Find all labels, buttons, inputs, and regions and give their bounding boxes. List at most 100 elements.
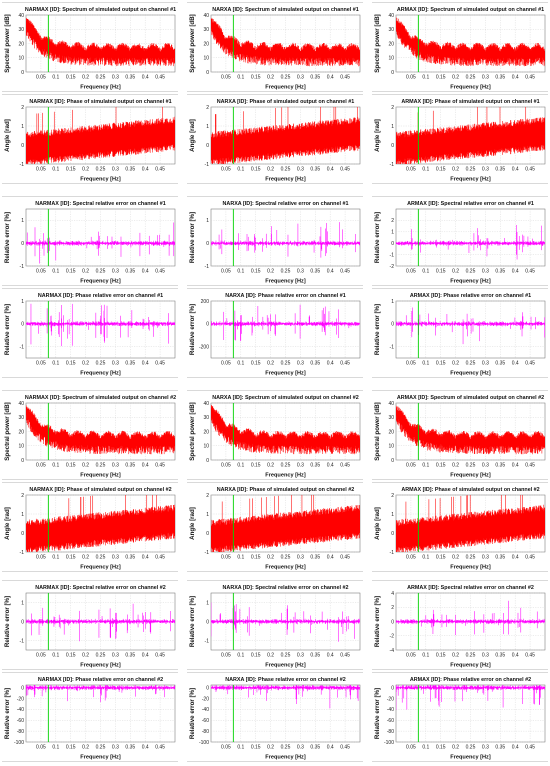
x-tick-label: 0.15	[251, 555, 261, 561]
chart-svg: NARXA [ID]: Spectral relative error on c…	[189, 201, 361, 285]
chart-svg: ARMAX [ID]: Spectral relative error on c…	[374, 201, 546, 285]
series-trace	[396, 224, 545, 260]
chart-panel: NARXA [ID]: Phase of simulated output on…	[187, 94, 363, 184]
x-tick-label: 0.1	[52, 555, 59, 561]
x-tick-label: 0.2	[82, 745, 89, 751]
x-tick-label: 0.05	[36, 361, 46, 367]
y-tick-label: 10	[388, 444, 394, 450]
y-tick-label: -1	[390, 550, 395, 556]
x-tick-label: 0.3	[297, 269, 304, 275]
y-tick-label: 1	[391, 299, 394, 305]
x-tick-label: 0.3	[297, 745, 304, 751]
y-tick-label: 20	[388, 429, 394, 435]
x-tick-label: 0.4	[512, 555, 519, 561]
x-tick-label: 0.2	[452, 269, 459, 275]
y-tick-label: 2	[21, 493, 24, 499]
x-tick-label: 0.05	[36, 167, 46, 173]
y-axis-label: Angle [rad]	[4, 119, 11, 152]
x-tick-label: 0.1	[422, 167, 429, 173]
chart-svg: NARXA [ID]: Phase of simulated output on…	[189, 487, 361, 571]
y-axis-label: Relative error [%]	[4, 304, 11, 355]
chart-svg: NARMAX [ID]: Phase of simulated output o…	[4, 99, 176, 183]
chart-panel: NARMAX [ID]: Spectral relative error on …	[2, 580, 178, 670]
x-tick-label: 0.2	[82, 269, 89, 275]
series-trace	[211, 495, 360, 552]
x-tick-label: 0.05	[406, 361, 416, 367]
x-tick-label: 0.45	[155, 167, 165, 173]
x-tick-label: 0.15	[66, 463, 76, 469]
x-axis-label: Frequency [Hz]	[80, 177, 121, 183]
y-tick-label: -1	[205, 162, 210, 168]
x-tick-label: 0.1	[237, 269, 244, 275]
x-tick-label: 0.15	[66, 653, 76, 659]
x-axis-label: Frequency [Hz]	[450, 279, 491, 285]
x-tick-label: 0.25	[466, 361, 476, 367]
series-trace	[396, 307, 545, 345]
x-tick-label: 0.35	[495, 463, 505, 469]
x-tick-label: 0.05	[221, 653, 231, 659]
x-tick-label: 0.35	[495, 167, 505, 173]
x-tick-label: 0.45	[155, 745, 165, 751]
chart-svg: NARMAX [ID]: Phase relative error on cha…	[4, 677, 176, 761]
series-trace	[211, 404, 360, 455]
x-tick-label: 0.15	[436, 167, 446, 173]
series-trace	[211, 107, 360, 164]
y-tick-label: 0	[206, 241, 209, 247]
x-tick-label: 0.2	[452, 167, 459, 173]
y-tick-label: 0	[206, 70, 209, 76]
chart-title: ARMAX [ID]: Spectrum of simulated output…	[397, 7, 544, 13]
x-tick-label: 0.05	[221, 555, 231, 561]
y-tick-label: 20	[388, 41, 394, 47]
series-trace	[26, 685, 175, 703]
y-tick-label: -1	[20, 550, 25, 556]
x-tick-label: 0.3	[112, 555, 119, 561]
x-tick-label: 0.25	[96, 269, 106, 275]
x-tick-label: 0.05	[406, 167, 416, 173]
y-tick-label: -80	[387, 729, 394, 735]
chart-title: NARMAX [ID]: Phase relative error on cha…	[38, 293, 163, 299]
x-tick-label: 0.25	[281, 653, 291, 659]
y-tick-label: 0	[391, 241, 394, 247]
x-tick-label: 0.15	[251, 269, 261, 275]
chart-title: NARXA [ID]: Spectral relative error on c…	[223, 585, 349, 591]
y-tick-label: -80	[202, 729, 209, 735]
chart-svg: ARMAX [ID]: Phase relative error on chan…	[374, 677, 546, 761]
y-tick-label: -40	[202, 707, 209, 713]
x-tick-label: 0.15	[66, 167, 76, 173]
x-tick-label: 0.35	[310, 745, 320, 751]
chart-svg: NARMAX [ID]: Phase relative error on cha…	[4, 293, 176, 377]
x-tick-label: 0.2	[267, 75, 274, 81]
y-tick-label: -1	[20, 344, 25, 350]
x-tick-label: 0.3	[112, 463, 119, 469]
chart-panel: ARMAX [ID]: Spectrum of simulated output…	[372, 390, 548, 480]
x-tick-label: 0.2	[82, 361, 89, 367]
chart-svg: ARMAX [ID]: Phase of simulated output on…	[374, 99, 546, 183]
x-tick-label: 0.35	[495, 745, 505, 751]
x-tick-label: 0.15	[251, 75, 261, 81]
y-tick-label: -4	[390, 648, 395, 654]
chart-svg: NARMAX [ID]: Spectrum of simulated outpu…	[4, 395, 176, 479]
x-tick-label: 0.35	[495, 361, 505, 367]
y-axis-label: Relative error [%]	[189, 304, 196, 355]
x-tick-label: 0.35	[310, 653, 320, 659]
x-tick-label: 0.2	[82, 653, 89, 659]
y-tick-label: 0	[391, 619, 394, 625]
series-trace	[396, 685, 545, 711]
y-tick-label: 30	[388, 415, 394, 421]
y-tick-label: 1	[206, 600, 209, 606]
chart-title: NARXA [ID]: Phase relative error on chan…	[225, 293, 346, 299]
chart-panel: NARMAX [ID]: Phase of simulated output o…	[2, 94, 178, 184]
x-tick-label: 0.25	[96, 555, 106, 561]
chart-svg: ARMAX [ID]: Spectrum of simulated output…	[374, 395, 546, 479]
x-tick-label: 0.4	[327, 745, 334, 751]
y-tick-label: 10	[203, 56, 209, 62]
x-tick-label: 0.35	[125, 361, 135, 367]
x-tick-label: 0.4	[142, 463, 149, 469]
y-tick-label: 0	[206, 619, 209, 625]
chart-svg: NARMAX [ID]: Phase of simulated output o…	[4, 487, 176, 571]
chart-title: NARMAX [ID]: Phase of simulated output o…	[29, 99, 171, 105]
y-axis-label: Relative error [%]	[374, 212, 381, 263]
plot-area	[210, 208, 361, 267]
chart-title: NARMAX [ID]: Spectral relative error on …	[35, 585, 166, 591]
plot-area	[395, 208, 546, 267]
